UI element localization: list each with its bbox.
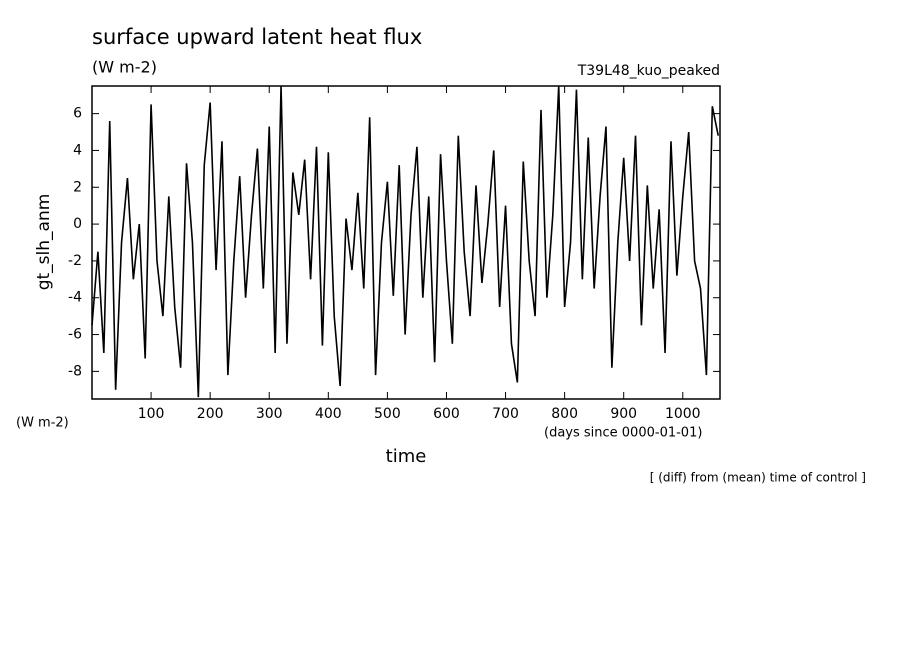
data-line (91, 85, 720, 398)
y-tick-label: -4 (68, 290, 82, 306)
y-tick-label: 4 (73, 142, 82, 158)
chart-subtitle: (W m-2) (92, 58, 157, 77)
x-unit: (days since 0000-01-01) (544, 426, 702, 441)
x-tick-label: 100 (138, 406, 165, 422)
x-tick-label: 1000 (665, 406, 701, 422)
note: [ (diff) from (mean) time of control ] (650, 471, 866, 485)
y-tick-label: 2 (73, 179, 82, 195)
y-tick-label: -2 (68, 253, 82, 269)
x-tick-label: 600 (433, 406, 460, 422)
x-tick-label: 800 (551, 406, 578, 422)
x-tick-label: 900 (610, 406, 637, 422)
x-tick-label: 200 (197, 406, 224, 422)
x-tick-label: 700 (492, 406, 519, 422)
y-tick-label: -6 (68, 327, 82, 343)
y-unit: (W m-2) (16, 416, 69, 431)
x-axis-label: time (386, 446, 427, 467)
y-axis-label: gt_slh_anm (34, 194, 54, 291)
plot-frame (91, 85, 721, 400)
y-tick-label: 0 (73, 216, 82, 232)
x-tick-label: 400 (315, 406, 342, 422)
run-label: T39L48_kuo_peaked (577, 63, 720, 79)
y-tick-label: -8 (68, 363, 82, 379)
x-tick-label: 500 (374, 406, 401, 422)
chart-title: surface upward latent heat flux (92, 25, 422, 49)
x-tick-label: 300 (256, 406, 283, 422)
y-tick-label: 6 (73, 106, 82, 122)
